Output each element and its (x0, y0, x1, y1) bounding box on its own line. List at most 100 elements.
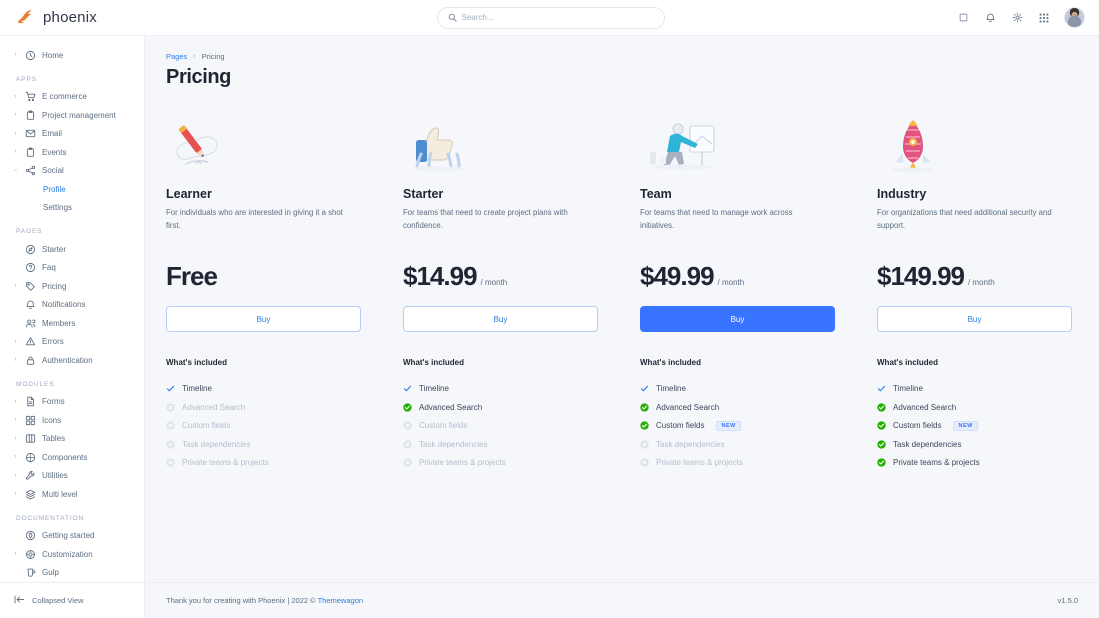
lock-icon (25, 355, 36, 366)
sidebar-item-label: Components (42, 452, 88, 462)
sidebar-item-email[interactable]: › Email (0, 125, 144, 144)
plan-description: For teams that need to manage work acros… (640, 208, 793, 230)
sidebar-subitem-profile[interactable]: Profile (43, 184, 66, 194)
sidebar-item-starter[interactable]: ›Starter (0, 240, 144, 259)
feature-list: Timeline Advanced Search Custom fields Task… (166, 379, 361, 472)
apps-grid-icon[interactable] (1037, 11, 1051, 25)
breadcrumb-separator: › (193, 53, 196, 60)
sidebar-item-errors[interactable]: › Errors (0, 333, 144, 352)
feature-label: Private teams & projects (182, 458, 269, 467)
sidebar-item-getting-started[interactable]: ›Getting started (0, 527, 144, 546)
search-input[interactable] (461, 13, 654, 22)
sidebar-item-label: Getting started (42, 531, 95, 541)
sidebar-item-label: Project management (42, 110, 116, 120)
sidebar-item-forms[interactable]: › Forms (0, 393, 144, 412)
sidebar-item-e-commerce[interactable]: › E commerce (0, 88, 144, 107)
plan-price: Free (166, 261, 218, 292)
sidebar-item-tables[interactable]: › Tables (0, 430, 144, 449)
settings-gear-icon[interactable] (1010, 11, 1024, 25)
buy-button-starter[interactable]: Buy (403, 306, 598, 333)
sidebar-subitem-settings[interactable]: Settings (43, 203, 72, 213)
sidebar-item-label: Errors (42, 337, 64, 347)
pricing-card-team: Team For teams that need to manage work a… (640, 114, 877, 472)
global-search[interactable] (436, 6, 665, 29)
sidebar-item-customization[interactable]: › Customization (0, 545, 144, 564)
brand-logo-link[interactable]: phoenix (0, 9, 145, 27)
collapsed-view-toggle[interactable]: Collapsed View (0, 582, 144, 618)
page-title: Pricing (166, 66, 231, 88)
sidebar-item-label: Faq (42, 263, 56, 273)
themewagon-link[interactable]: Themewagon (317, 596, 364, 605)
check-circle-icon (877, 458, 886, 467)
sidebar-item-label: Events (42, 147, 67, 157)
feature-label: Timeline (182, 384, 212, 393)
theme-toggle-icon[interactable] (956, 11, 970, 25)
cog-icon (25, 549, 36, 560)
whats-included-heading: What's included (877, 358, 939, 368)
sidebar-item-members[interactable]: ›Members (0, 314, 144, 333)
sidebar-item-label: Multi level (42, 489, 78, 499)
phoenix-bird-logo-icon (16, 9, 36, 27)
sidebar-item-social[interactable]: − Social (0, 162, 144, 181)
chevron-right-icon: › (14, 398, 17, 405)
sidebar-item-events[interactable]: › Events (0, 143, 144, 162)
cross-circle-icon (403, 458, 412, 467)
sidebar-item-label: Authentication (42, 355, 93, 365)
chevron-right-icon: › (14, 112, 17, 119)
sidebar-item-notifications[interactable]: ›Notifications (0, 296, 144, 315)
feature-item: Private teams & projects (640, 453, 835, 472)
feature-item: Custom fields (403, 416, 598, 435)
sidebar-item-components[interactable]: › Components (0, 448, 144, 467)
sidebar-item-home[interactable]: › Home (0, 46, 144, 65)
whats-included-heading: What's included (403, 358, 465, 368)
chevron-right-icon: › (14, 283, 17, 290)
sidebar-item-icons[interactable]: › Icons (0, 411, 144, 430)
plan-name: Team (640, 187, 672, 201)
new-badge: NEW (716, 420, 741, 431)
plan-period: / month (717, 278, 745, 288)
plan-price: $14.99 (403, 261, 478, 292)
sidebar-item-label: Members (42, 318, 76, 328)
sidebar-item-authentication[interactable]: › Authentication (0, 351, 144, 370)
feature-label: Private teams & projects (656, 458, 743, 467)
app-version: v1.5.0 (1057, 596, 1078, 605)
sidebar-section-pages: PAGES (16, 228, 43, 235)
whats-included-heading: What's included (166, 358, 228, 368)
buy-button-learner[interactable]: Buy (166, 306, 361, 333)
pricing-card-learner: Learner For individuals who are intereste… (166, 114, 403, 472)
sidebar-item-multi-level[interactable]: › Multi level (0, 485, 144, 504)
feature-label: Task dependencies (182, 439, 251, 449)
feature-list: Timeline Advanced Search Custom fields NEW T… (640, 379, 835, 472)
feature-item: Advanced Search (403, 398, 598, 417)
tag-icon (25, 281, 36, 292)
feature-label: Timeline (893, 384, 923, 393)
notifications-bell-icon[interactable] (983, 11, 997, 25)
plan-price-row: $14.99/ month (403, 261, 598, 291)
chevron-right-icon: › (14, 491, 17, 498)
breadcrumb-parent[interactable]: Pages (166, 52, 188, 61)
hand-with-pencil-illustration (166, 114, 361, 176)
feature-item: Private teams & projects (403, 453, 598, 472)
sidebar-item-label: E commerce (42, 92, 87, 102)
collapse-left-icon (14, 595, 25, 606)
avatar[interactable] (1064, 7, 1085, 28)
buy-button-industry[interactable]: Buy (877, 306, 1072, 333)
sidebar-item-pricing[interactable]: › Pricing (0, 277, 144, 296)
plan-name: Learner (166, 187, 212, 201)
feature-label: Advanced Search (656, 402, 720, 412)
sidebar-item-utilities[interactable]: › Utilities (0, 467, 144, 486)
plan-description: For organizations that need additional s… (877, 208, 1052, 230)
buy-button-team[interactable]: Buy (640, 306, 835, 333)
plan-description: For teams that need to create project pl… (403, 208, 568, 230)
topbar-actions (956, 7, 1099, 28)
plan-description: For individuals who are interested in gi… (166, 208, 343, 230)
sidebar-item-gulp[interactable]: ›Gulp (0, 564, 144, 583)
collapsed-view-label: Collapsed View (32, 596, 84, 605)
feature-item: Timeline (166, 379, 361, 398)
sidebar-item-project-management[interactable]: › Project management (0, 106, 144, 125)
chevron-right-icon: › (14, 417, 17, 424)
sidebar-item-faq[interactable]: ›Faq (0, 259, 144, 278)
sidebar-nav[interactable]: › Home APPS › E commerce › Project management ›… (0, 36, 144, 582)
check-icon (640, 384, 649, 393)
cross-circle-icon (166, 402, 175, 412)
